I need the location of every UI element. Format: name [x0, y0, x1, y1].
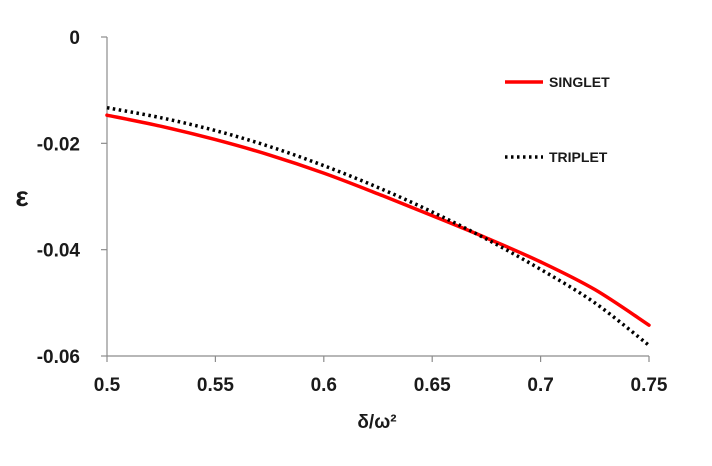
y-tick-label: 0	[69, 28, 80, 49]
x-axis-title: δ/ω²	[357, 412, 396, 433]
x-tick-label: 0.7	[527, 375, 553, 396]
axes	[106, 37, 649, 357]
y-tick-label: -0.02	[37, 134, 80, 155]
x-tick-label: 0.5	[94, 375, 121, 396]
series	[105, 105, 651, 347]
series-line-triplet	[106, 105, 651, 347]
y-tick-label: -0.06	[37, 347, 80, 368]
legend-label-triplet: TRIPLET	[549, 149, 608, 165]
legend-label-singlet: SINGLET	[549, 74, 610, 90]
x-tick-label: 0.55	[197, 375, 234, 396]
ticks: 0 -0.02 -0.04 -0.06 0.5 0.55 0.6 0.65 0.7 0.75	[37, 28, 668, 396]
y-tick-label: -0.04	[37, 241, 81, 262]
series-line-singlet	[105, 113, 651, 327]
y-axis-title: ε	[15, 181, 28, 212]
x-tick-label: 0.65	[414, 375, 451, 396]
x-tick-label: 0.75	[631, 375, 668, 396]
x-tick-label: 0.6	[311, 375, 337, 396]
legend: SINGLET TRIPLET	[505, 74, 610, 165]
